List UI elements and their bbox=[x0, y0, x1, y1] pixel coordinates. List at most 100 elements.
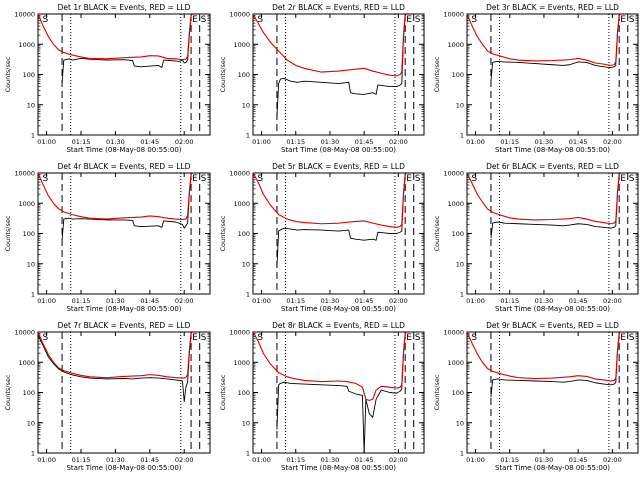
x-tick-label: 01:30 bbox=[106, 297, 125, 305]
y-tick-label: 1000 bbox=[447, 359, 464, 367]
y-tick-label: 1 bbox=[31, 132, 35, 140]
x-tick-label: 01:00 bbox=[466, 456, 485, 464]
x-tick-label: 01:45 bbox=[355, 138, 374, 146]
marker-S: S bbox=[201, 174, 207, 184]
chart-title: Det 8r BLACK = Events, RED = LLD bbox=[272, 321, 405, 330]
x-tick-label: 01:45 bbox=[140, 297, 159, 305]
y-tick-label: 10 bbox=[242, 101, 250, 109]
y-tick-label: 10000 bbox=[229, 11, 250, 19]
plot-frame bbox=[466, 13, 639, 136]
marker-S: S bbox=[415, 174, 421, 184]
panel-det-7: Det 7r BLACK = Events, RED = LLD 1 10 100 10… bbox=[4, 321, 211, 472]
x-tick-label: 01:45 bbox=[140, 456, 159, 464]
panel-det-9: Det 9r BLACK = Events, RED = LLD 1 10 100 10… bbox=[433, 321, 639, 472]
x-axis-label: Start Time (08-May-08 00:55:00) bbox=[66, 305, 181, 313]
x-tick-label: 01:00 bbox=[37, 297, 56, 305]
y-tick-label: 100 bbox=[238, 71, 250, 79]
marker-S: S bbox=[42, 174, 48, 184]
y-tick-label: 10 bbox=[27, 101, 35, 109]
chart-title: Det 5r BLACK = Events, RED = LLD bbox=[272, 162, 405, 171]
y-tick-label: 1 bbox=[31, 291, 35, 299]
marker-S: S bbox=[415, 15, 421, 25]
series-events-black bbox=[38, 333, 192, 403]
marker-S: S bbox=[471, 174, 477, 184]
marker-S: S bbox=[42, 15, 48, 25]
panel-det-6: Det 6r BLACK = Events, RED = LLD 1 10 100 10… bbox=[433, 162, 639, 313]
y-tick-label: 100 bbox=[23, 71, 35, 79]
y-tick-label: 100 bbox=[238, 389, 250, 397]
chart-title: Det 6r BLACK = Events, RED = LLD bbox=[486, 162, 619, 171]
x-tick-label: 02:00 bbox=[175, 456, 194, 464]
x-tick-label: 01:15 bbox=[72, 138, 91, 146]
x-tick-label: 02:00 bbox=[389, 297, 408, 305]
x-tick-label: 02:00 bbox=[175, 138, 194, 146]
chart-title: Det 2r BLACK = Events, RED = LLD bbox=[272, 3, 405, 12]
x-axis-label: Start Time (08-May-08 00:55:00) bbox=[495, 464, 610, 472]
x-tick-label: 01:15 bbox=[72, 456, 91, 464]
y-tick-label: 1000 bbox=[18, 200, 35, 208]
x-tick-label: 02:00 bbox=[603, 456, 622, 464]
y-tick-label: 1 bbox=[246, 132, 250, 140]
series-events-black bbox=[490, 15, 620, 82]
x-axis-label: Start Time (08-May-08 00:55:00) bbox=[281, 464, 396, 472]
x-tick-label: 01:00 bbox=[37, 138, 56, 146]
y-axis-label: Counts/sec bbox=[433, 56, 441, 92]
x-axis-label: Start Time (08-May-08 00:55:00) bbox=[281, 146, 396, 154]
marker-E: E bbox=[620, 15, 626, 25]
series-lld-red bbox=[253, 14, 408, 77]
y-tick-label: 10000 bbox=[14, 11, 35, 19]
y-tick-label: 10000 bbox=[443, 170, 464, 178]
y-tick-label: 10 bbox=[27, 419, 35, 427]
y-tick-label: 1000 bbox=[233, 200, 250, 208]
x-tick-label: 01:00 bbox=[252, 456, 271, 464]
marker-S: S bbox=[629, 15, 635, 25]
marker-E: E bbox=[620, 174, 626, 184]
x-tick-label: 01:30 bbox=[321, 456, 340, 464]
marker-E: E bbox=[406, 333, 412, 343]
marker-E: E bbox=[620, 333, 626, 343]
x-tick-label: 01:15 bbox=[286, 138, 305, 146]
marker-E: E bbox=[192, 15, 198, 25]
series-events-black bbox=[276, 333, 406, 453]
series-lld-red bbox=[253, 332, 408, 401]
y-tick-label: 10 bbox=[242, 419, 250, 427]
panel-det-2: Det 2r BLACK = Events, RED = LLD 1 10 100 10… bbox=[219, 3, 425, 154]
panel-det-5: Det 5r BLACK = Events, RED = LLD 1 10 100 10… bbox=[219, 162, 425, 313]
marker-S: S bbox=[201, 333, 207, 343]
x-tick-label: 01:30 bbox=[535, 138, 554, 146]
x-tick-label: 01:00 bbox=[252, 297, 271, 305]
plot-frame bbox=[466, 331, 639, 454]
y-tick-label: 1000 bbox=[18, 41, 35, 49]
panel-det-8: Det 8r BLACK = Events, RED = LLD 1 10 100 10… bbox=[219, 321, 425, 472]
y-tick-label: 1000 bbox=[447, 200, 464, 208]
x-tick-label: 01:00 bbox=[252, 138, 271, 146]
x-tick-label: 02:00 bbox=[389, 456, 408, 464]
series-events-black bbox=[276, 15, 406, 117]
x-tick-label: 01:45 bbox=[355, 456, 374, 464]
series-events-black bbox=[490, 174, 620, 239]
series-lld-red bbox=[467, 173, 622, 225]
marker-E: E bbox=[406, 174, 412, 184]
chart-title: Det 3r BLACK = Events, RED = LLD bbox=[486, 3, 619, 12]
x-tick-label: 01:30 bbox=[535, 456, 554, 464]
y-tick-label: 1000 bbox=[233, 41, 250, 49]
marker-S: S bbox=[257, 333, 263, 343]
x-tick-label: 02:00 bbox=[603, 138, 622, 146]
y-tick-label: 100 bbox=[452, 71, 464, 79]
marker-S: S bbox=[471, 15, 477, 25]
y-tick-label: 100 bbox=[452, 230, 464, 238]
panel-det-3: Det 3r BLACK = Events, RED = LLD 1 10 100 10… bbox=[433, 3, 639, 154]
marker-S: S bbox=[471, 333, 477, 343]
marker-E: E bbox=[192, 333, 198, 343]
y-axis-label: Counts/sec bbox=[433, 215, 441, 251]
x-axis-label: Start Time (08-May-08 00:55:00) bbox=[66, 146, 181, 154]
y-tick-label: 10 bbox=[456, 419, 464, 427]
y-tick-label: 10000 bbox=[229, 329, 250, 337]
series-events-black bbox=[490, 333, 620, 398]
x-axis-label: Start Time (08-May-08 00:55:00) bbox=[66, 464, 181, 472]
y-tick-label: 100 bbox=[238, 230, 250, 238]
y-axis-label: Counts/sec bbox=[219, 215, 227, 251]
chart-title: Det 7r BLACK = Events, RED = LLD bbox=[58, 321, 191, 330]
marker-E: E bbox=[192, 174, 198, 184]
